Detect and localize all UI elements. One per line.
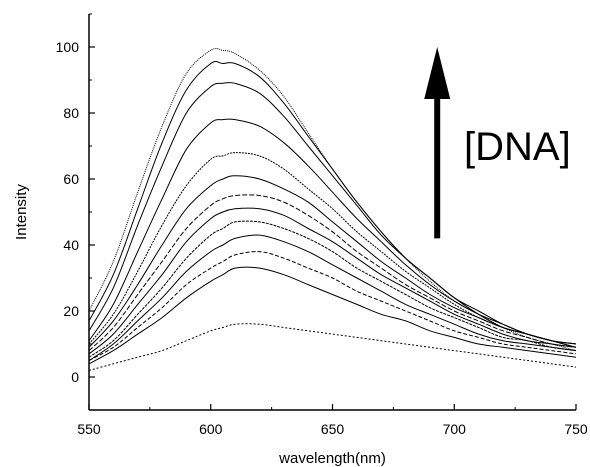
- dna-annotation: [DNA]: [424, 47, 571, 239]
- x-tick-label: 550: [77, 421, 101, 437]
- y-tick-label: 100: [56, 39, 80, 55]
- x-tick-label: 750: [564, 421, 588, 437]
- spectrum-series-1: [88, 323, 577, 371]
- arrow-head-icon: [424, 47, 451, 99]
- spectrum-series-2: [88, 266, 577, 365]
- spectra-series: [88, 47, 577, 371]
- x-tick-label: 650: [321, 421, 345, 437]
- y-tick-label: 40: [63, 237, 79, 253]
- ticks: 550 600 650 700 750 0 20 40 60 80 100: [56, 13, 588, 437]
- spectrum-series-10: [88, 118, 577, 345]
- x-tick-label: 600: [199, 421, 223, 437]
- spectrum-series-3: [88, 251, 577, 361]
- y-tick-label: 60: [63, 171, 79, 187]
- y-axis-label: Intensity: [13, 184, 30, 240]
- spectrum-series-7: [88, 194, 577, 351]
- spectrum-series-11: [88, 81, 577, 348]
- spectrum-series-6: [88, 207, 577, 355]
- dna-annotation-label: [DNA]: [464, 125, 571, 169]
- spectrum-series-4: [88, 234, 577, 361]
- y-tick-label: 20: [63, 303, 79, 319]
- x-tick-label: 700: [443, 421, 467, 437]
- spectrum-series-9: [88, 152, 577, 345]
- axes: [88, 14, 576, 411]
- y-tick-label: 80: [63, 105, 79, 121]
- x-axis-label: wavelength(nm): [278, 450, 386, 467]
- y-tick-label: 0: [71, 369, 79, 385]
- spectrum-series-13: [88, 47, 577, 352]
- spectrum-series-12: [88, 61, 577, 348]
- spectrum-series-5: [88, 220, 577, 358]
